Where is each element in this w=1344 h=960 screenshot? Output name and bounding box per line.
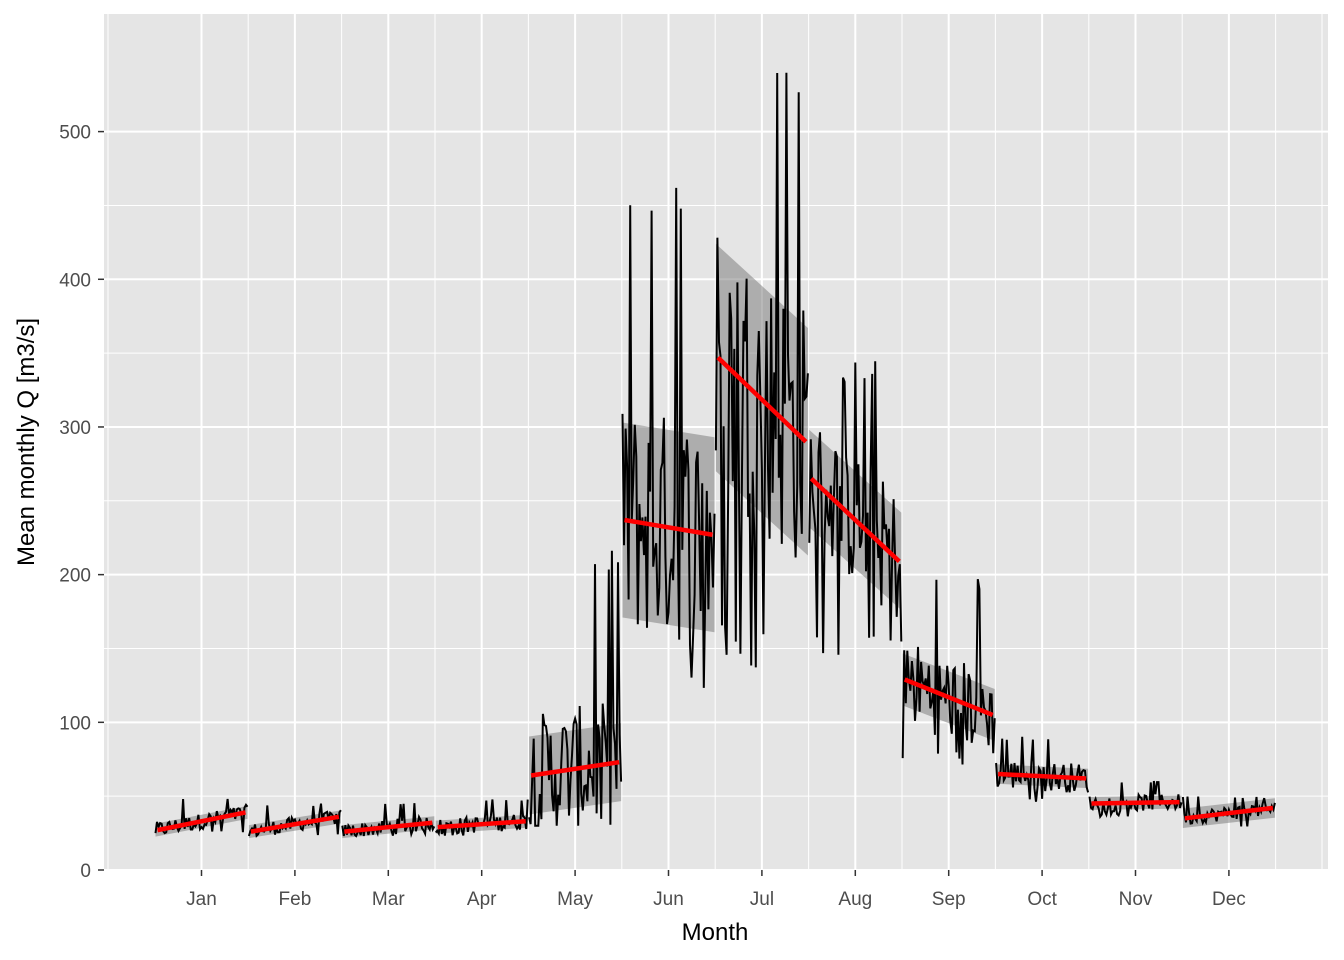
trend-line-mar bbox=[344, 820, 433, 834]
x-tick-label-oct: Oct bbox=[1027, 889, 1057, 910]
trend-line-jul bbox=[716, 355, 808, 444]
y-tick-label: 400 bbox=[59, 270, 91, 291]
trend-lines bbox=[157, 355, 1274, 834]
trend-line-aug bbox=[809, 477, 901, 563]
x-tick-label-nov: Nov bbox=[1119, 889, 1153, 910]
y-tick-label: 300 bbox=[59, 418, 91, 439]
trend-line-feb bbox=[250, 814, 340, 834]
x-tick-label-jul: Jul bbox=[750, 889, 774, 910]
x-tick-label-jun: Jun bbox=[653, 889, 684, 910]
y-tick-label: 0 bbox=[80, 861, 91, 882]
trend-line-sep bbox=[903, 677, 994, 718]
trend-line-apr bbox=[437, 819, 526, 830]
y-axis-title: Mean monthly Q [m3/s] bbox=[13, 318, 40, 566]
discharge-line-nov bbox=[1088, 780, 1183, 820]
discharge-line-jun bbox=[621, 187, 716, 688]
x-tick-label-apr: Apr bbox=[467, 889, 497, 910]
discharge-line-jul bbox=[714, 72, 809, 668]
x-axis-title: Month bbox=[682, 919, 749, 946]
x-tick-label-may: May bbox=[557, 889, 593, 910]
x-tick-label-sep: Sep bbox=[932, 889, 966, 910]
trend-line-jun bbox=[624, 517, 713, 537]
y-tick-label: 500 bbox=[59, 123, 91, 144]
x-tick-label-jan: Jan bbox=[186, 889, 217, 910]
x-tick-label-dec: Dec bbox=[1212, 889, 1246, 910]
trend-line-oct bbox=[997, 771, 1087, 781]
discharge-line-sep bbox=[901, 578, 996, 765]
x-tick-label-feb: Feb bbox=[279, 889, 312, 910]
trend-line-nov bbox=[1091, 799, 1180, 806]
trend-line-dec bbox=[1184, 805, 1274, 821]
y-tick-label: 200 bbox=[59, 566, 91, 587]
discharge-line-aug bbox=[808, 361, 903, 655]
x-tick-label-mar: Mar bbox=[372, 889, 405, 910]
x-tick-label-aug: Aug bbox=[838, 889, 872, 910]
trend-line-jan bbox=[157, 810, 246, 833]
discharge-line-may bbox=[528, 550, 623, 827]
trend-line-may bbox=[530, 759, 620, 778]
axes: 0 100 200 300 400 500 Jan Feb Mar Apr May Jun Jul Aug… bbox=[59, 123, 1246, 910]
y-tick-label: 100 bbox=[59, 713, 91, 734]
